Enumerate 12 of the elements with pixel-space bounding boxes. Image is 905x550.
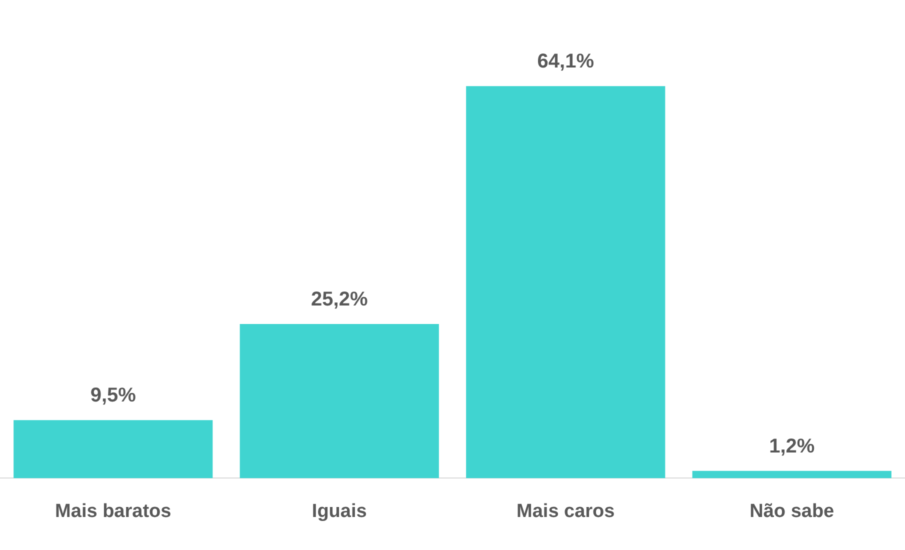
x-tick-label: Mais caros bbox=[516, 500, 615, 522]
data-label: 64,1% bbox=[537, 50, 594, 73]
bar bbox=[14, 420, 213, 478]
x-tick-label: Iguais bbox=[312, 500, 367, 522]
bar bbox=[466, 86, 666, 478]
data-label: 25,2% bbox=[311, 288, 368, 311]
data-label: 9,5% bbox=[90, 384, 136, 407]
bar bbox=[240, 324, 439, 478]
x-tick-label: Não sabe bbox=[750, 500, 834, 522]
bar bbox=[692, 470, 892, 478]
data-label: 1,2% bbox=[769, 435, 815, 458]
x-tick-label: Mais baratos bbox=[55, 500, 172, 522]
